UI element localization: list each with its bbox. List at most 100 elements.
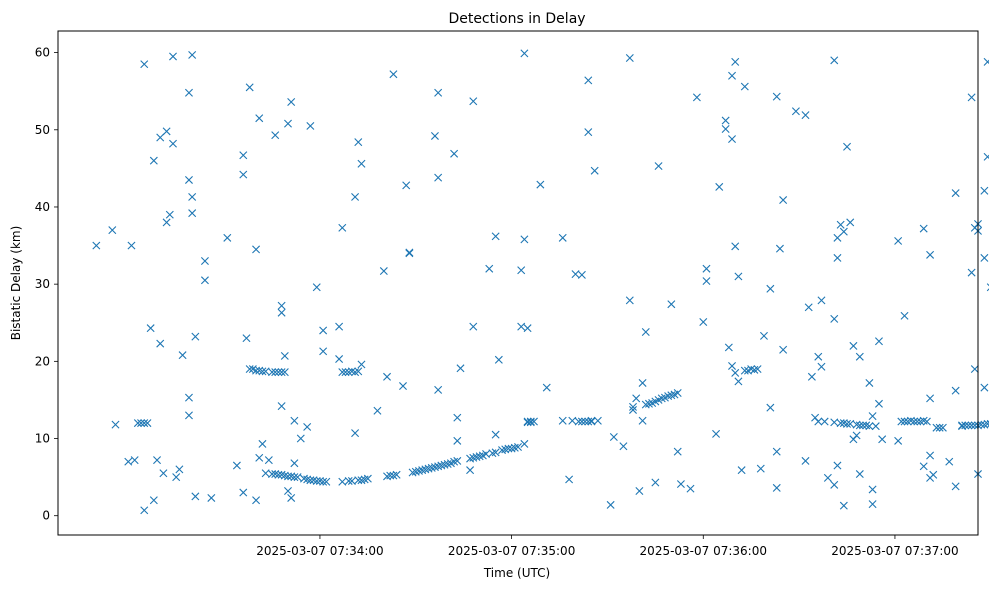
y-tick-label: 60 [35, 46, 50, 60]
data-point [958, 422, 967, 431]
data-point [970, 365, 979, 374]
data-point [140, 60, 149, 69]
data-point [296, 434, 305, 443]
data-point [558, 233, 567, 242]
data-point [836, 419, 845, 428]
data-point [357, 360, 366, 369]
data-point [820, 417, 829, 426]
data-point [303, 422, 312, 431]
data-point [335, 355, 344, 364]
data-point [223, 233, 232, 242]
data-point [929, 470, 938, 479]
data-point [140, 419, 149, 428]
data-point [961, 421, 970, 430]
data-point [162, 127, 171, 136]
data-point [482, 449, 491, 458]
data-point [779, 345, 788, 354]
data-point [287, 472, 296, 481]
data-point [405, 248, 414, 257]
data-point [843, 419, 852, 428]
data-point [143, 419, 152, 428]
data-point [450, 457, 459, 466]
data-point [772, 92, 781, 101]
data-point [191, 492, 200, 501]
data-point [906, 416, 915, 425]
data-point [165, 210, 174, 219]
data-point [188, 209, 197, 218]
data-point [290, 416, 299, 425]
data-point [277, 308, 286, 317]
data-point [728, 135, 737, 144]
data-point [590, 166, 599, 175]
data-point [261, 367, 270, 376]
data-point [772, 447, 781, 456]
data-point [430, 131, 439, 140]
data-point [791, 107, 800, 116]
data-point [488, 449, 497, 458]
data-point [386, 471, 395, 480]
data-point [242, 334, 251, 343]
data-point [766, 284, 775, 293]
data-point [379, 267, 388, 276]
data-point [184, 411, 193, 420]
data-point [351, 368, 360, 377]
data-point [731, 368, 740, 377]
data-point [638, 416, 647, 425]
data-point [284, 472, 292, 481]
data-point [274, 470, 283, 479]
data-point [843, 142, 852, 151]
data-point [830, 480, 839, 489]
data-point [200, 257, 209, 265]
data-point [184, 393, 193, 402]
data-point [980, 383, 989, 392]
data-point [466, 454, 475, 463]
scatter-points [92, 49, 989, 515]
data-point [584, 128, 593, 137]
plot-frame [57, 30, 979, 536]
data-point [319, 347, 328, 356]
data-point [916, 417, 925, 426]
data-point [807, 372, 816, 381]
data-point [347, 476, 356, 485]
data-point [130, 456, 139, 465]
data-point [919, 416, 928, 425]
data-point [951, 482, 960, 491]
data-point [772, 483, 781, 492]
data-point [868, 485, 877, 494]
data-point [491, 448, 500, 457]
data-point [178, 351, 187, 360]
data-point [964, 421, 973, 430]
data-point [983, 152, 989, 161]
data-point [280, 471, 289, 480]
data-point [453, 413, 462, 422]
data-point [485, 264, 494, 273]
data-point [980, 253, 989, 262]
data-point [577, 417, 586, 426]
data-point [421, 465, 430, 474]
data-point [775, 244, 784, 253]
x-tick-label: 2025-03-07 07:34:00 [256, 544, 383, 558]
data-point [287, 98, 296, 106]
data-point [169, 139, 177, 148]
data-point [133, 419, 142, 428]
data-point [255, 366, 264, 375]
x-tick-label: 2025-03-07 07:35:00 [448, 544, 575, 558]
data-point [970, 421, 979, 430]
data-point [341, 368, 350, 377]
data-point [274, 368, 283, 377]
data-point [606, 500, 615, 509]
data-point [111, 420, 120, 429]
data-point [127, 241, 136, 250]
data-point [280, 351, 289, 360]
data-point [287, 493, 296, 502]
data-point [935, 423, 944, 432]
data-point [801, 111, 810, 120]
data-point [712, 429, 721, 438]
data-point [245, 83, 254, 92]
data-point [910, 417, 919, 426]
data-point [363, 474, 372, 483]
y-tick-label: 20 [35, 354, 50, 368]
data-point [306, 476, 315, 485]
data-point [414, 466, 423, 475]
